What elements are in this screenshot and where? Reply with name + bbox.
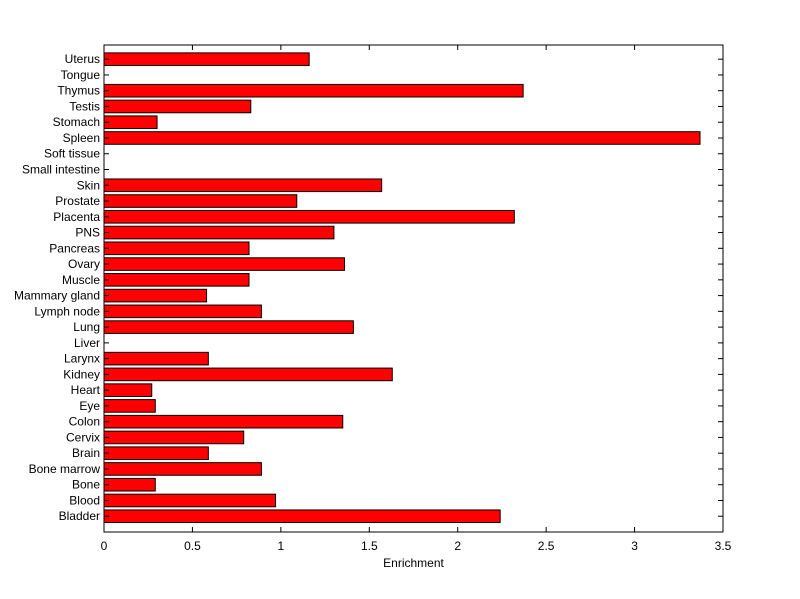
x-tick-label-2: 1 xyxy=(278,539,285,553)
y-tick-label-heart: Heart xyxy=(71,383,101,397)
y-tick-label-muscle: Muscle xyxy=(62,273,100,287)
y-tick-label-mammary-gland: Mammary gland xyxy=(14,289,100,303)
y-tick-label-small-intestine: Small intestine xyxy=(22,163,100,177)
y-tick-label-thymus: Thymus xyxy=(57,84,100,98)
y-tick-label-pns: PNS xyxy=(75,226,100,240)
y-tick-label-liver: Liver xyxy=(74,336,100,350)
bar-heart xyxy=(103,383,153,397)
x-tick-label-6: 3 xyxy=(631,539,638,553)
y-tick-label-placenta: Placenta xyxy=(53,210,100,224)
y-tick-label-brain: Brain xyxy=(72,446,100,460)
bar-pancreas xyxy=(103,241,250,256)
y-tick-label-prostate: Prostate xyxy=(55,194,100,208)
bar-bone-marrow xyxy=(103,462,262,476)
bar-bladder xyxy=(103,509,501,524)
bar-kidney xyxy=(103,367,393,382)
bar-muscle xyxy=(103,273,250,287)
y-tick-label-lymph-node: Lymph node xyxy=(34,304,100,318)
y-tick-label-testis: Testis xyxy=(69,99,100,113)
y-tick-label-bladder: Bladder xyxy=(59,509,100,523)
x-axis-label: Enrichment xyxy=(383,556,444,570)
bar-blood xyxy=(103,493,277,508)
bar-lung xyxy=(103,320,354,334)
x-tick-label-1: 0.5 xyxy=(184,539,201,553)
bar-placenta xyxy=(103,209,515,224)
y-tick-label-stomach: Stomach xyxy=(53,115,100,129)
x-tick-label-0: 0 xyxy=(101,539,108,553)
y-tick-label-cervix: Cervix xyxy=(66,430,100,444)
y-tick-label-bone-marrow: Bone marrow xyxy=(29,462,101,476)
bar-skin xyxy=(103,178,383,193)
bar-prostate xyxy=(103,194,298,208)
y-tick-label-spleen: Spleen xyxy=(63,131,100,145)
bar-spleen xyxy=(103,131,701,145)
y-tick-label-ovary: Ovary xyxy=(68,257,100,271)
y-tick-label-pancreas: Pancreas xyxy=(49,241,100,255)
y-tick-label-kidney: Kidney xyxy=(63,367,100,381)
bar-brain xyxy=(103,446,209,461)
bar-larynx xyxy=(103,351,209,366)
x-tick-label-4: 2 xyxy=(454,539,461,553)
bar-stomach xyxy=(103,115,158,130)
y-tick-label-skin: Skin xyxy=(77,178,100,192)
x-tick-label-3: 1.5 xyxy=(361,539,378,553)
y-tick-label-lung: Lung xyxy=(73,320,100,334)
x-tick-label-5: 2.5 xyxy=(538,539,555,553)
bar-colon xyxy=(103,414,344,429)
y-tick-label-uterus: Uterus xyxy=(65,52,100,66)
bar-lymph-node xyxy=(103,304,262,319)
y-tick-label-tongue: Tongue xyxy=(61,68,101,82)
y-tick-label-colon: Colon xyxy=(69,415,100,429)
bar-testis xyxy=(103,99,252,114)
bar-pns xyxy=(103,225,335,240)
y-tick-label-bone: Bone xyxy=(72,478,100,492)
x-tick-label-7: 3.5 xyxy=(715,539,732,553)
bar-mammary-gland xyxy=(103,288,208,303)
bar-thymus xyxy=(103,83,524,98)
bar-uterus xyxy=(103,52,310,66)
y-tick-label-eye: Eye xyxy=(79,399,100,413)
y-tick-label-larynx: Larynx xyxy=(64,352,100,366)
bar-eye xyxy=(103,399,156,413)
bar-bone xyxy=(103,477,156,492)
y-tick-label-blood: Blood xyxy=(69,493,100,507)
bar-ovary xyxy=(103,257,346,271)
y-tick-label-soft-tissue: Soft tissue xyxy=(44,147,100,161)
bar-cervix xyxy=(103,430,245,445)
plot-frame xyxy=(103,44,724,533)
